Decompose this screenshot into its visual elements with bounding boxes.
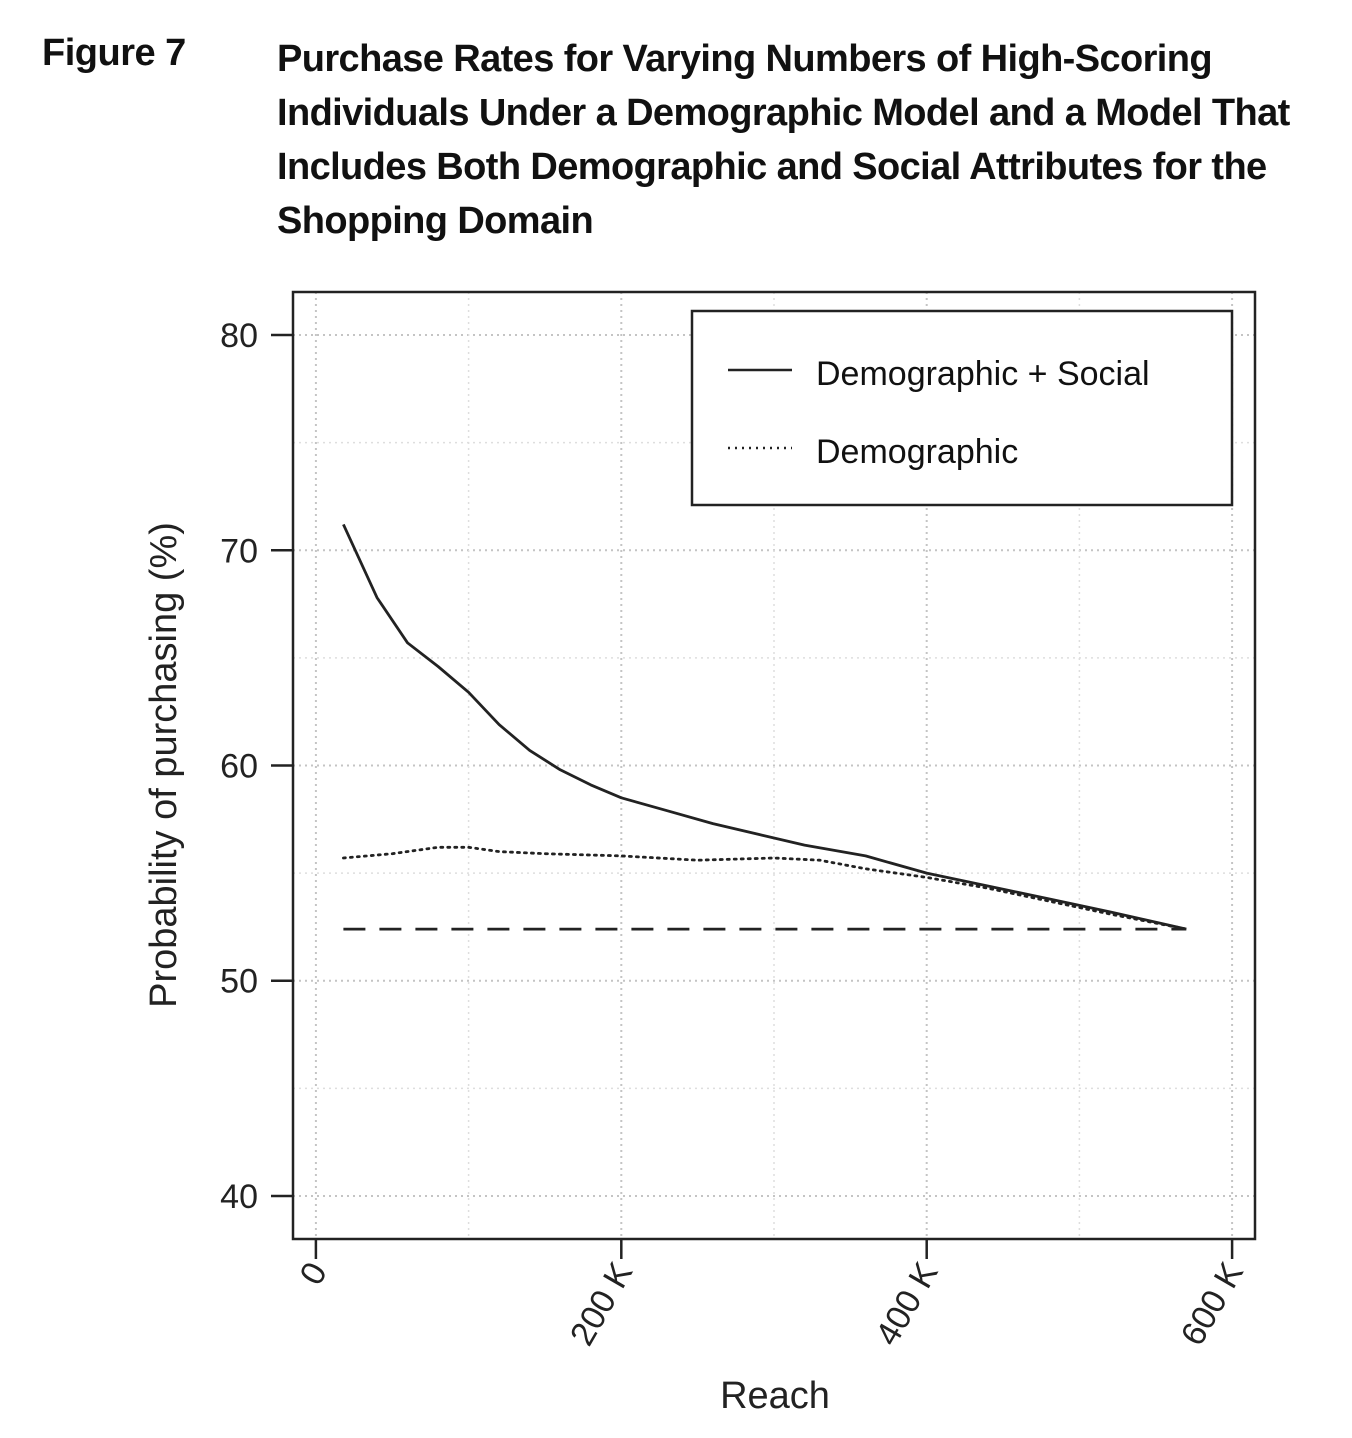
legend-label-demographic-social: Demographic + Social: [816, 355, 1150, 393]
y-tick-label: 40: [220, 1178, 258, 1216]
figure-title-line: Purchase Rates for Varying Numbers of Hi…: [277, 38, 1213, 80]
figure-title-line: Shopping Domain: [277, 200, 594, 242]
figure-label: Figure 7: [42, 32, 186, 74]
y-tick-label: 60: [220, 748, 258, 786]
x-tick-label: 600 K: [1174, 1256, 1251, 1352]
y-tick-label: 50: [220, 963, 258, 1001]
legend: Demographic + Social Demographic: [690, 309, 1234, 507]
legend-label-demographic: Demographic: [816, 433, 1018, 471]
x-tick-label: 0: [292, 1256, 334, 1291]
x-axis: 0 200 K 400 K 600 K: [292, 1239, 1251, 1352]
legend-box: [690, 309, 1234, 507]
y-tick-label: 70: [220, 532, 258, 570]
y-axis: 40 50 60 70 80: [220, 317, 293, 1216]
y-axis-title: Probability of purchasing (%): [143, 522, 185, 1008]
x-tick-label: 400 K: [868, 1256, 945, 1352]
y-tick-label: 80: [220, 317, 258, 355]
figure-title-line: Includes Both Demographic and Social Att…: [277, 146, 1267, 188]
series-line-demographic: [341, 845, 1188, 931]
x-axis-title: Reach: [720, 1375, 830, 1417]
series-lines: [341, 523, 1188, 931]
figure-title: Purchase Rates for Varying Numbers of Hi…: [277, 32, 1337, 248]
series-line-demographic-social: [342, 523, 1187, 931]
figure-title-line: Individuals Under a Demographic Model an…: [277, 92, 1290, 134]
x-tick-label: 200 K: [563, 1256, 640, 1352]
